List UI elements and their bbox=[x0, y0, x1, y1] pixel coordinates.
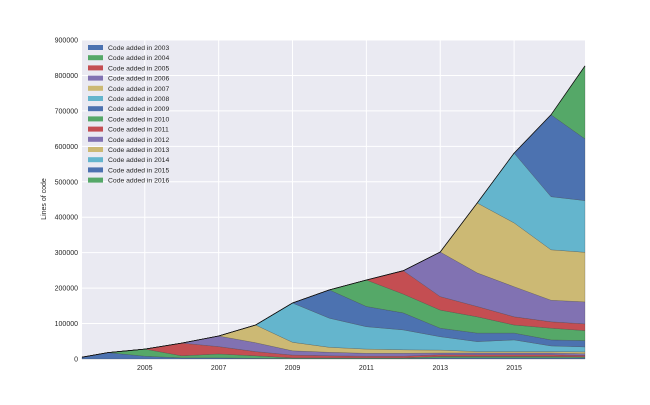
legend-label: Code added in 2013 bbox=[108, 147, 169, 154]
legend-swatch bbox=[88, 55, 103, 61]
y-tick-label: 300000 bbox=[55, 250, 78, 257]
legend-item: Code added in 2003 bbox=[88, 45, 169, 52]
legend-swatch bbox=[88, 116, 103, 122]
y-tick-label: 500000 bbox=[55, 179, 78, 186]
y-tick-label: 100000 bbox=[55, 321, 78, 328]
legend-label: Code added in 2003 bbox=[108, 45, 169, 52]
legend-label: Code added in 2005 bbox=[108, 65, 169, 72]
x-tick-label: 2013 bbox=[432, 365, 448, 372]
y-tick-label: 600000 bbox=[55, 144, 78, 151]
x-tick-labels: 2005 2007 2009 2011 2013 2015 bbox=[137, 365, 522, 372]
legend-item: Code added in 2011 bbox=[88, 126, 169, 134]
legend-swatch bbox=[88, 167, 103, 173]
legend-label: Code added in 2014 bbox=[108, 157, 169, 164]
x-tick-label: 2011 bbox=[359, 365, 374, 372]
x-tick-label: 2015 bbox=[506, 365, 522, 372]
legend-item: Code added in 2012 bbox=[88, 136, 169, 144]
legend-swatch bbox=[88, 106, 103, 112]
legend-swatch bbox=[88, 85, 103, 91]
legend-item: Code added in 2008 bbox=[88, 96, 169, 103]
legend-label: Code added in 2015 bbox=[108, 167, 169, 174]
legend-item: Code added in 2009 bbox=[88, 106, 169, 113]
total-outline bbox=[81, 65, 586, 358]
legend-swatch bbox=[88, 65, 103, 71]
grid-lines bbox=[82, 39, 585, 360]
y-tick-label: 0 bbox=[74, 357, 78, 364]
legend-item: Code added in 2006 bbox=[88, 75, 169, 83]
y-tick-label: 700000 bbox=[55, 108, 78, 115]
x-tick-label: 2009 bbox=[285, 365, 301, 372]
legend-swatch bbox=[88, 96, 103, 101]
legend-swatch bbox=[88, 45, 103, 50]
legend-item: Code added in 2005 bbox=[88, 65, 169, 72]
legend-item: Code added in 2013 bbox=[88, 147, 169, 154]
legend-swatch bbox=[88, 136, 103, 142]
y-axis-label: Lines of code bbox=[41, 178, 48, 220]
legend: Code added in 2003 Code added in 2004 Code… bbox=[88, 45, 169, 185]
legend-item: Code added in 2016 bbox=[88, 177, 169, 185]
legend-label: Code added in 2007 bbox=[108, 86, 169, 93]
legend-item: Code added in 2014 bbox=[88, 157, 169, 164]
legend-label: Code added in 2011 bbox=[108, 127, 169, 134]
y-tick-label: 200000 bbox=[55, 286, 78, 293]
legend-swatch bbox=[88, 126, 103, 132]
legend-label: Code added in 2012 bbox=[108, 137, 169, 144]
legend-label: Code added in 2016 bbox=[108, 178, 169, 185]
y-tick-label: 400000 bbox=[55, 215, 78, 222]
legend-label: Code added in 2009 bbox=[108, 106, 169, 113]
legend-swatch bbox=[88, 75, 103, 81]
y-tick-label: 800000 bbox=[55, 73, 78, 80]
y-tick-label: 900000 bbox=[55, 38, 78, 45]
legend-swatch bbox=[88, 157, 103, 163]
x-tick-label: 2007 bbox=[211, 365, 227, 372]
legend-swatch bbox=[88, 177, 103, 183]
legend-item: Code added in 2007 bbox=[88, 85, 169, 93]
legend-label: Code added in 2006 bbox=[108, 76, 169, 83]
legend-label: Code added in 2004 bbox=[108, 55, 169, 62]
y-tick-labels: 0 100000 200000 300000 400000 500000 600000 700… bbox=[55, 38, 78, 364]
legend-swatch bbox=[88, 147, 103, 152]
legend-item: Code added in 2010 bbox=[88, 116, 169, 123]
legend-label: Code added in 2010 bbox=[108, 116, 169, 123]
legend-label: Code added in 2008 bbox=[108, 96, 169, 103]
legend-item: Code added in 2004 bbox=[88, 55, 169, 62]
legend-item: Code added in 2015 bbox=[88, 167, 169, 174]
x-tick-label: 2005 bbox=[137, 365, 153, 372]
